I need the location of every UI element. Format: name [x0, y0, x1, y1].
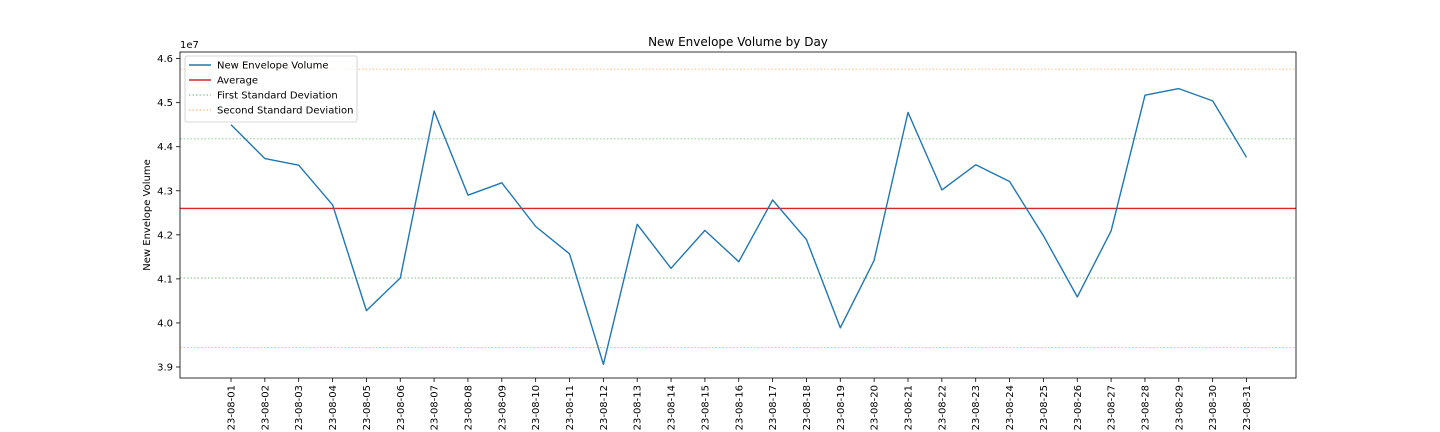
legend-label: New Envelope Volume — [217, 61, 328, 72]
y-tick-label: 4.3 — [157, 186, 173, 197]
x-tick-label: 23-08-02 — [260, 385, 271, 430]
y-tick-label: 4.6 — [157, 54, 173, 65]
x-tick-label: 23-08-14 — [667, 385, 678, 430]
series-line-0 — [230, 87, 1248, 365]
x-tick-label: 23-08-29 — [1174, 385, 1185, 430]
x-tick-label: 23-08-23 — [971, 385, 982, 430]
x-tick-label: 23-08-31 — [1242, 385, 1253, 430]
x-tick-label: 23-08-26 — [1073, 385, 1084, 430]
y-offset-label: 1e7 — [180, 40, 199, 51]
y-axis-label: New Envelope Volume — [142, 159, 153, 270]
y-tick-label: 4.2 — [157, 230, 173, 241]
x-tick-label: 23-08-17 — [768, 385, 779, 430]
legend-label: Second Standard Deviation — [217, 106, 353, 117]
y-tick-label: 4.5 — [157, 98, 173, 109]
x-tick-label: 23-08-25 — [1039, 385, 1050, 430]
reference-lines — [180, 68, 1296, 349]
x-tick-label: 23-08-22 — [937, 385, 948, 430]
x-tick-label: 23-08-11 — [565, 385, 576, 430]
y-tick-label: 4.4 — [157, 142, 173, 153]
plot-frame — [179, 51, 1297, 379]
x-tick-label: 23-08-01 — [227, 385, 238, 430]
x-tick-label: 23-08-20 — [870, 385, 881, 430]
x-tick-label: 23-08-05 — [362, 385, 373, 430]
x-tick-label: 23-08-06 — [396, 385, 407, 430]
y-tick-label: 4.0 — [157, 318, 173, 329]
x-tick-label: 23-08-08 — [463, 385, 474, 430]
x-tick-label: 23-08-04 — [328, 385, 339, 430]
x-tick-label: 23-08-28 — [1140, 385, 1151, 430]
x-tick-label: 23-08-27 — [1107, 385, 1118, 430]
y-tick-label: 3.9 — [157, 362, 173, 373]
chart-title: New Envelope Volume by Day — [648, 35, 828, 49]
x-tick-label: 23-08-10 — [531, 385, 542, 430]
legend: New Envelope Volume Average First Standard… — [184, 55, 358, 123]
x-tick-label: 23-08-24 — [1005, 385, 1016, 430]
y-tick-label: 4.1 — [157, 274, 173, 285]
x-tick-label: 23-08-13 — [633, 385, 644, 430]
x-tick-label: 23-08-30 — [1208, 385, 1219, 430]
x-tick-label: 23-08-09 — [497, 385, 508, 430]
x-tick-label: 23-08-18 — [802, 385, 813, 430]
legend-label: Average — [217, 76, 258, 87]
legend-box — [184, 55, 358, 123]
y-axis: 3.9 4.0 4.1 4.2 4.3 4.4 4.5 4.6 — [157, 54, 180, 373]
x-tick-label: 23-08-03 — [294, 385, 305, 430]
legend-label: First Standard Deviation — [217, 91, 338, 102]
x-tick-label: 23-08-12 — [599, 385, 610, 430]
series-layer — [230, 87, 1248, 365]
x-tick-label: 23-08-21 — [904, 385, 915, 430]
x-axis: 23-08-01 23-08-02 23-08-03 23-08-04 23-08-05… — [227, 378, 1253, 430]
x-tick-label: 23-08-19 — [836, 385, 847, 430]
x-tick-label: 23-08-15 — [700, 385, 711, 430]
x-tick-label: 23-08-07 — [430, 385, 441, 430]
x-tick-label: 23-08-16 — [734, 385, 745, 430]
